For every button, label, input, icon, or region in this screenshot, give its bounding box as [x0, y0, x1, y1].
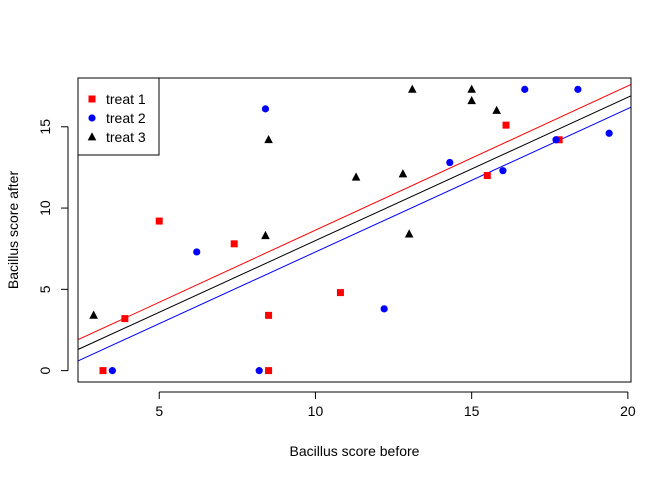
point-series-3-2 — [261, 230, 270, 240]
point-series-1-7 — [336, 289, 344, 297]
legend-marker-3 — [87, 132, 97, 141]
point-series-3-10 — [492, 105, 501, 114]
legend-label-1: treat 1 — [106, 91, 146, 107]
point-series-1-6 — [265, 367, 273, 375]
point-series-2-4 — [261, 105, 270, 113]
point-series-2-1 — [108, 367, 116, 375]
point-series-3-3 — [264, 134, 273, 144]
point-series-2-8 — [521, 85, 529, 93]
regression-lines — [78, 84, 631, 362]
point-series-3-7 — [407, 84, 417, 93]
point-series-1-5 — [265, 311, 273, 319]
point-series-2-2 — [193, 248, 201, 256]
point-series-2-3 — [255, 367, 263, 375]
point-series-3-5 — [398, 169, 408, 178]
fit-line-1 — [78, 84, 631, 341]
point-series-2-10 — [574, 85, 582, 93]
y-tick-label: 5 — [37, 285, 53, 293]
fit-line-3 — [78, 106, 631, 362]
y-tick-label: 0 — [37, 367, 53, 375]
point-series-3-9 — [467, 95, 476, 105]
x-tick-label: 20 — [620, 403, 636, 419]
point-series-2-9 — [552, 136, 560, 144]
plot-border — [77, 77, 632, 383]
legend-label-3: treat 3 — [106, 129, 146, 145]
y-tick-label: 10 — [37, 200, 53, 216]
point-series-1-9 — [502, 121, 510, 129]
legend-label-2: treat 2 — [106, 110, 146, 126]
y-axis-label: Bacillus score after — [5, 171, 21, 290]
x-tick-label: 15 — [464, 403, 480, 419]
point-series-1-2 — [121, 315, 129, 323]
data-points — [89, 84, 613, 375]
point-series-2-11 — [605, 129, 613, 137]
fit-line-2 — [78, 95, 631, 350]
legend-marker-1 — [88, 95, 96, 103]
point-series-1-8 — [483, 172, 491, 180]
point-series-2-5 — [380, 305, 388, 313]
point-series-2-7 — [499, 167, 507, 175]
legend: treat 1 treat 2 treat 3 — [77, 77, 160, 156]
point-series-1-4 — [230, 240, 238, 248]
y-axis: 0 5 10 15 — [37, 119, 69, 375]
legend-marker-2 — [88, 114, 96, 122]
point-series-3-8 — [467, 84, 476, 93]
x-axis-label: Bacillus score before — [290, 443, 420, 459]
point-series-2-6 — [446, 158, 454, 167]
point-series-3-4 — [351, 172, 361, 181]
point-series-1-3 — [155, 217, 163, 225]
y-tick-label: 15 — [37, 119, 53, 135]
point-series-3-6 — [404, 229, 414, 238]
x-tick-label: 5 — [155, 403, 163, 419]
point-series-3-1 — [89, 310, 98, 319]
x-axis: 5 10 15 20 — [155, 391, 636, 419]
point-series-1-1 — [99, 367, 107, 375]
x-tick-label: 10 — [308, 403, 324, 419]
